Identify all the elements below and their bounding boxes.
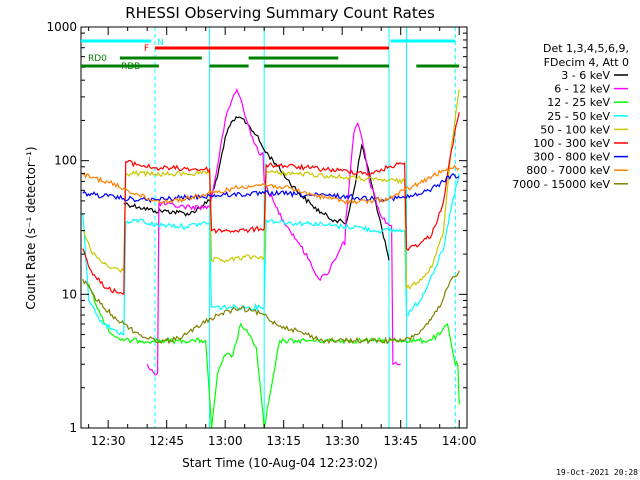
flag-label-rd0: RD0 [88, 54, 107, 64]
x-axis-label: Start Time (10-Aug-04 12:23:02) [182, 456, 378, 470]
y-tick-label: 1 [69, 421, 77, 435]
x-tick-label: 13:45 [383, 434, 418, 448]
series-line-2 [146, 87, 401, 376]
x-tick-label: 13:15 [266, 434, 301, 448]
x-tick-label: 13:00 [208, 434, 243, 448]
flag-label-rdb: RDB [121, 62, 140, 72]
series-line-7 [82, 172, 460, 204]
series-line-4 [82, 173, 460, 336]
legend-entry-label: 50 - 100 keV [540, 123, 610, 136]
legend-entry-label: 3 - 6 keV [561, 69, 610, 82]
y-tick-label: 1000 [46, 20, 77, 34]
flag-label-f: F [144, 44, 149, 54]
x-tick-label: 12:45 [149, 434, 184, 448]
timestamp-label: 19-Oct-2021 20:28 [556, 468, 638, 477]
legend-entry-label: 7000 - 15000 keV [512, 178, 610, 191]
flag-bar-group: NF RD0 RDB [81, 38, 460, 72]
series-line-1 [123, 115, 390, 261]
plot-frame [80, 26, 468, 429]
y-tick-label: 100 [54, 154, 77, 168]
plot-series-group [81, 27, 460, 428]
legend-entry-label: 6 - 12 keV [554, 83, 610, 96]
x-tick-label: 12:30 [91, 434, 126, 448]
y-axis-label: Count Rate (s⁻¹ detector⁻¹) [24, 146, 38, 309]
flag-label-n: N [157, 38, 164, 48]
legend-header-line-2: FDecim 4, Att 0 [544, 56, 629, 69]
x-tick-label: 13:30 [325, 434, 360, 448]
series-line-5 [82, 89, 460, 290]
y-tick-label: 10 [62, 287, 77, 301]
legend-entry-label: 300 - 800 keV [533, 151, 610, 164]
x-tick-label: 14:00 [442, 434, 477, 448]
x-tick-label-group: 12:30 12:45 13:00 13:15 13:30 13:45 14:00 [91, 434, 477, 448]
legend-entry-label: 25 - 50 keV [547, 110, 610, 123]
series-line-9 [82, 270, 460, 345]
series-line-6 [82, 112, 460, 296]
legend-header-line-1: Det 1,3,4,5,6,9, [543, 42, 629, 55]
chart-title: RHESSI Observing Summary Count Rates [125, 4, 435, 22]
legend-entry-label: 12 - 25 keV [547, 96, 610, 109]
legend: Det 1,3,4,5,6,9, FDecim 4, Att 0 3 - 6 k… [512, 42, 629, 191]
y-tick-label-group: 1 10 100 1000 [46, 20, 77, 435]
series-line-8 [82, 164, 460, 205]
plot-frame-group [80, 26, 468, 429]
legend-entry-label: 100 - 300 keV [533, 137, 610, 150]
legend-entry-label: 800 - 7000 keV [526, 164, 610, 177]
